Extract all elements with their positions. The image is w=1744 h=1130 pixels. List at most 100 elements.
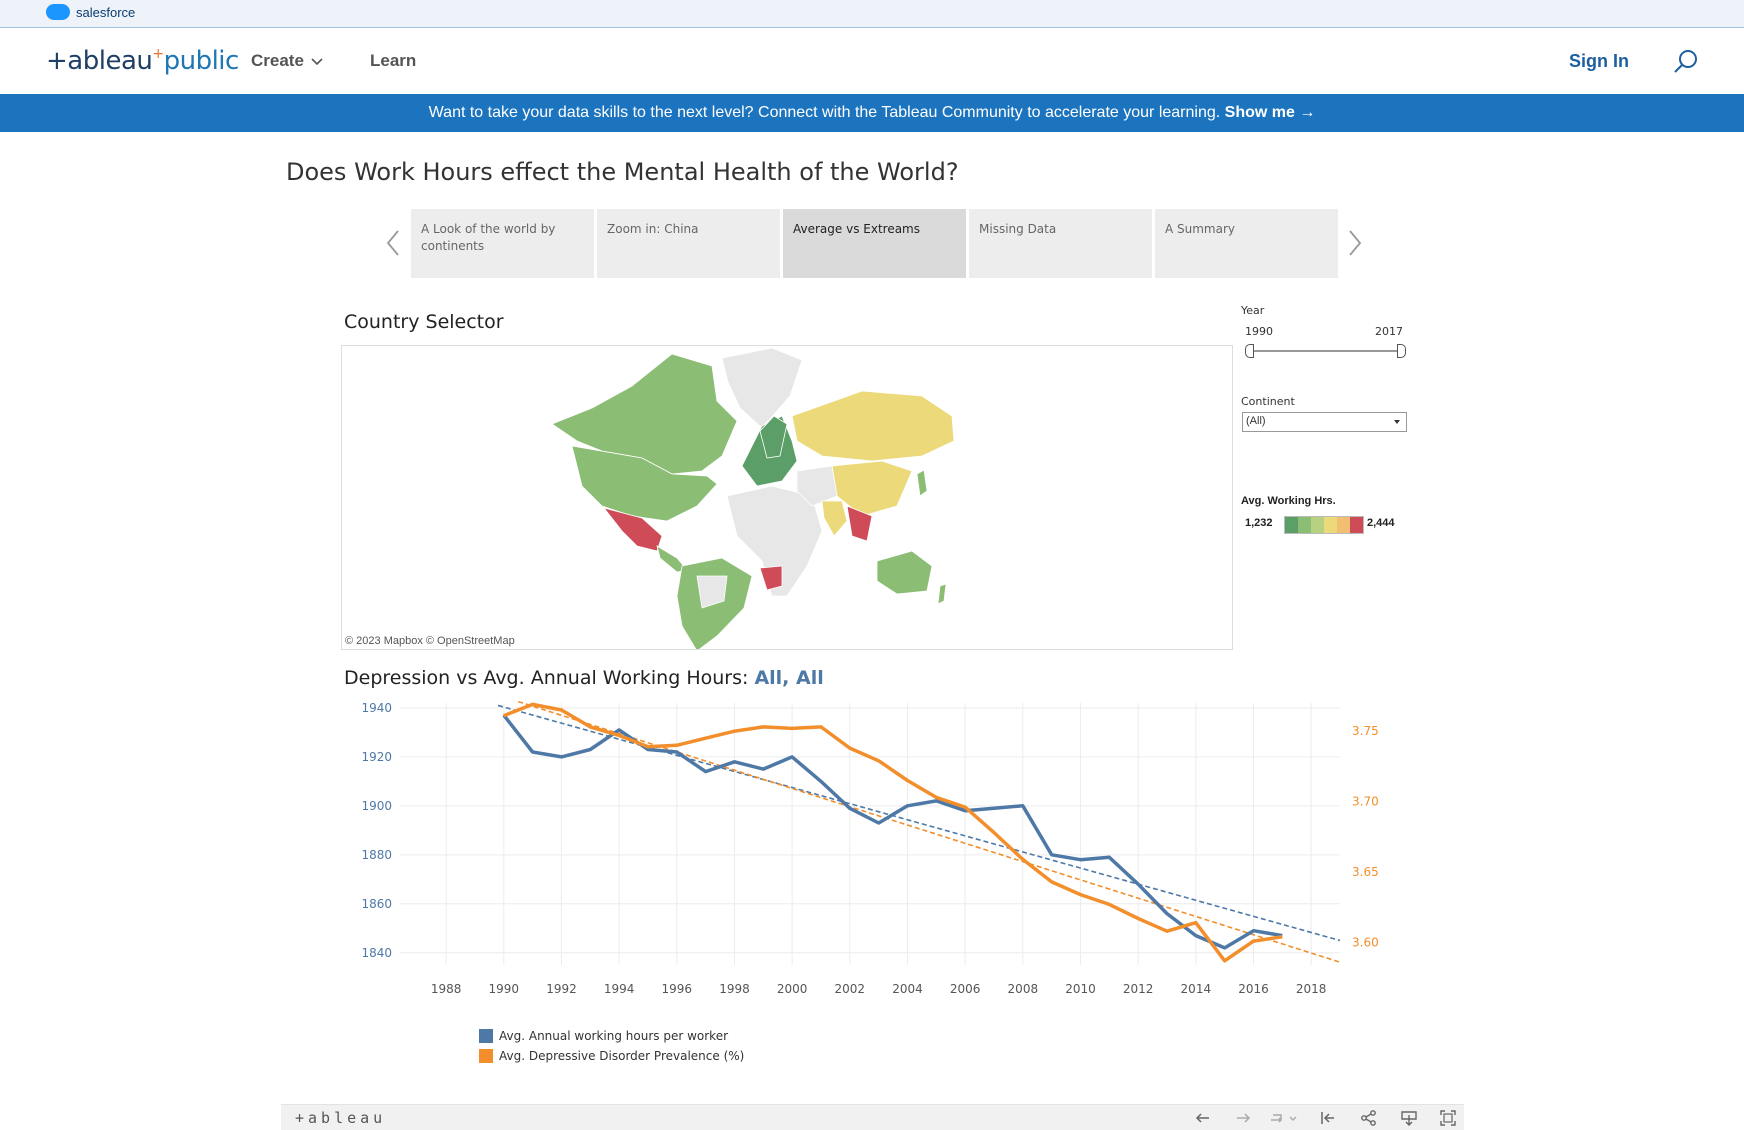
banner-show-me-link[interactable]: Show me → xyxy=(1224,104,1316,121)
y-left-tick-label: 1900 xyxy=(361,799,392,813)
series-line-hours xyxy=(502,714,1283,950)
y-left-tick-label: 1840 xyxy=(361,946,392,960)
legend-label-hours: Avg. Annual working hours per worker xyxy=(499,1029,729,1043)
story-point-tab[interactable]: A Look of the world by continents xyxy=(411,209,594,278)
share-icon[interactable] xyxy=(1360,1109,1378,1127)
legend-item-hours[interactable]: Avg. Annual working hours per worker xyxy=(479,1026,744,1046)
x-tick-label: 1992 xyxy=(546,982,577,996)
map-region-scandinavia xyxy=(759,415,788,459)
nav-learn-link[interactable]: Learn xyxy=(370,51,417,70)
salesforce-label: salesforce xyxy=(76,4,136,20)
year-filter-label: Year xyxy=(1241,304,1265,317)
x-tick-label: 2016 xyxy=(1238,982,1269,996)
y-right-tick-label: 3.70 xyxy=(1352,795,1379,809)
map-attribution[interactable]: © 2023 Mapbox © OpenStreetMap xyxy=(345,635,515,647)
sign-in-link[interactable]: Sign In xyxy=(1569,51,1629,71)
main-nav: +ableau+public Create Learn Sign In xyxy=(0,28,1744,94)
toolbar-tableau-logo[interactable]: +ableau xyxy=(295,1109,387,1127)
story-next-arrow-icon[interactable] xyxy=(1345,228,1365,258)
map-region-brazil-no-data xyxy=(696,575,728,609)
search-icon[interactable] xyxy=(1672,48,1700,76)
redo-icon[interactable] xyxy=(1234,1109,1252,1127)
chevron-down-icon xyxy=(311,58,323,66)
x-tick-label: 1988 xyxy=(431,982,462,996)
year-slider-track[interactable] xyxy=(1248,350,1401,352)
logo-text-public: public xyxy=(163,46,240,76)
x-tick-label: 2000 xyxy=(777,982,808,996)
year-slider-max-handle[interactable] xyxy=(1397,344,1406,358)
x-tick-label: 1996 xyxy=(662,982,693,996)
story-prev-arrow-icon[interactable] xyxy=(383,228,403,258)
chart-title-filter: All, All xyxy=(754,667,824,689)
y-left-tick-label: 1920 xyxy=(361,750,392,764)
color-legend-swatch xyxy=(1324,517,1337,533)
continent-dropdown[interactable]: (All) xyxy=(1242,412,1407,432)
nav-create-menu[interactable]: Create xyxy=(251,51,323,71)
y-left-tick-label: 1880 xyxy=(361,848,392,862)
story-point-tab[interactable]: Missing Data xyxy=(969,209,1152,278)
year-min-value: 1990 xyxy=(1245,325,1273,338)
legend-swatch-hours xyxy=(479,1029,493,1043)
color-legend-bar xyxy=(1284,516,1364,534)
color-legend-max: 2,444 xyxy=(1367,517,1395,529)
first-page-icon[interactable] xyxy=(1319,1109,1337,1127)
x-tick-label: 2008 xyxy=(1008,982,1039,996)
community-banner: Want to take your data skills to the nex… xyxy=(0,94,1744,132)
story-points: A Look of the world by continents Zoom i… xyxy=(411,209,1338,278)
map-region-southeast-asia xyxy=(846,505,873,542)
map-region-africa xyxy=(726,485,823,597)
legend-item-depression[interactable]: Avg. Depressive Disorder Prevalence (%) xyxy=(479,1046,744,1066)
x-tick-label: 2014 xyxy=(1181,982,1212,996)
chart-legend: Avg. Annual working hours per worker Avg… xyxy=(479,1026,744,1066)
x-tick-label: 2010 xyxy=(1065,982,1096,996)
y-right-tick-label: 3.75 xyxy=(1352,724,1379,738)
color-legend-title: Avg. Working Hrs. xyxy=(1241,495,1336,507)
year-slider-min-handle[interactable] xyxy=(1245,344,1254,358)
legend-swatch-depression xyxy=(479,1049,493,1063)
salesforce-cloud-icon xyxy=(46,4,70,20)
color-legend-swatch xyxy=(1298,517,1311,533)
x-tick-label: 1998 xyxy=(719,982,750,996)
dual-axis-line-chart[interactable]: 1988 1990 1992 1994 1996 1998 2000 2002 2004 2006… xyxy=(350,695,1390,1015)
map-region-india xyxy=(821,500,848,537)
fullscreen-icon[interactable] xyxy=(1439,1109,1457,1127)
world-map-canvas[interactable] xyxy=(342,346,1233,650)
map-title: Country Selector xyxy=(344,311,504,333)
x-tick-label: 2004 xyxy=(892,982,923,996)
color-legend-swatch xyxy=(1350,517,1363,533)
map-region-new-zealand xyxy=(937,583,947,605)
viz-title: Does Work Hours effect the Mental Health… xyxy=(286,158,959,186)
x-tick-label: 2002 xyxy=(835,982,866,996)
map-region-russia xyxy=(791,390,955,462)
continent-filter-label: Continent xyxy=(1241,395,1295,408)
logo-plus: + xyxy=(152,46,164,62)
revert-icon[interactable] xyxy=(1268,1109,1286,1127)
chart-title-text: Depression vs Avg. Annual Working Hours: xyxy=(344,667,749,689)
download-icon[interactable] xyxy=(1400,1109,1418,1127)
story-point-tab[interactable]: A Summary xyxy=(1155,209,1338,278)
salesforce-bar: salesforce xyxy=(0,0,1744,28)
salesforce-logo[interactable]: salesforce xyxy=(46,4,135,20)
map-region-mexico xyxy=(602,507,663,552)
y-left-tick-label: 1860 xyxy=(361,897,392,911)
story-point-tab[interactable]: Zoom in: China xyxy=(597,209,780,278)
undo-icon[interactable] xyxy=(1194,1109,1212,1127)
story-point-tab-active[interactable]: Average vs Extreams xyxy=(783,209,966,278)
legend-label-depression: Avg. Depressive Disorder Prevalence (%) xyxy=(499,1049,745,1063)
y-left-tick-label: 1940 xyxy=(361,701,392,715)
viz-toolbar: +ableau xyxy=(281,1104,1464,1130)
chevron-down-icon[interactable] xyxy=(1288,1109,1298,1127)
map-region-greenland xyxy=(721,347,803,429)
y-right-tick-label: 3.60 xyxy=(1352,935,1379,949)
trendline xyxy=(497,704,1341,942)
map-region-south-africa xyxy=(759,565,783,591)
x-tick-label: 2018 xyxy=(1296,982,1327,996)
tableau-public-logo[interactable]: +ableau+public xyxy=(46,46,239,76)
color-legend-swatch xyxy=(1311,517,1324,533)
color-legend-min: 1,232 xyxy=(1245,517,1273,529)
trendline xyxy=(517,700,1341,963)
nav-create-label: Create xyxy=(251,51,304,70)
color-legend-swatch xyxy=(1337,517,1350,533)
map-region-japan xyxy=(916,469,928,497)
world-map[interactable]: © 2023 Mapbox © OpenStreetMap xyxy=(341,345,1233,650)
